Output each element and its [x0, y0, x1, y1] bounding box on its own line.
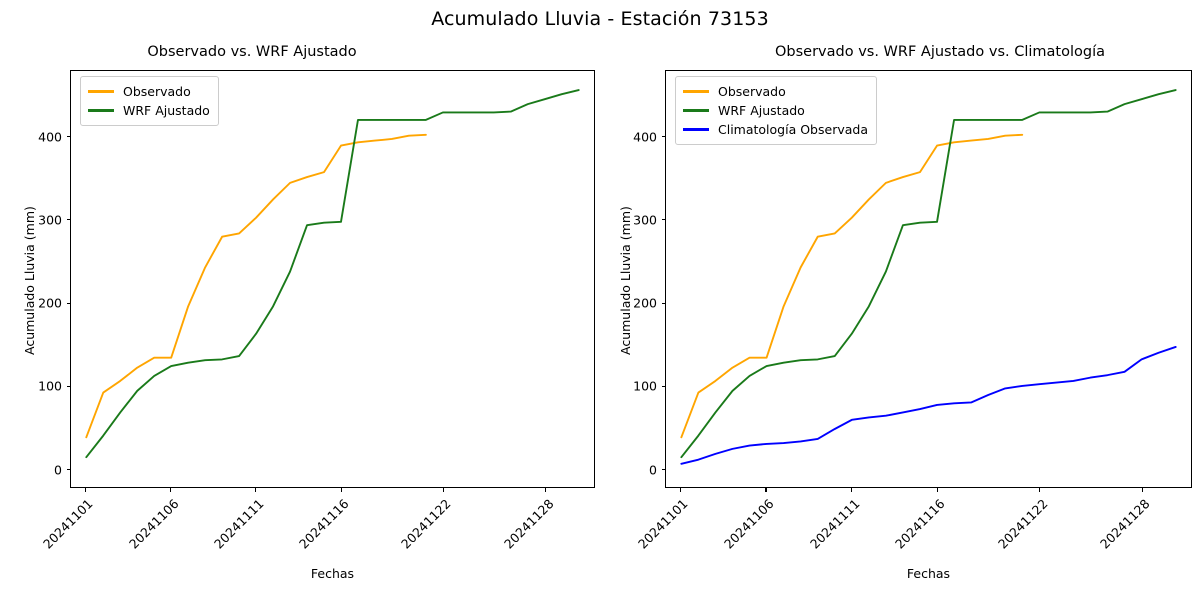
x-tickmark: [851, 488, 853, 492]
x-tickmark: [545, 488, 547, 492]
legend-swatch-wrf-ajustado: [683, 109, 709, 112]
legend-swatch-observado: [683, 90, 709, 93]
legend-label: Observado: [718, 84, 786, 99]
plot-lines-right: [680, 89, 1177, 465]
y-tickmark: [66, 469, 70, 471]
y-tickmark: [661, 385, 665, 387]
y-tick-label: 200: [38, 295, 62, 311]
x-tickmark: [84, 488, 86, 492]
y-tick-label: 100: [633, 378, 657, 394]
legend-label: WRF Ajustado: [718, 103, 805, 118]
series-line-wrf-ajustado: [680, 89, 1177, 459]
legend-entry: WRF Ajustado: [683, 101, 868, 120]
y-tick-label: 400: [38, 129, 62, 145]
legend-label: Climatología Observada: [718, 122, 868, 137]
subplot-right: Observado vs. WRF Ajustado vs. Climatolo…: [600, 0, 1200, 600]
y-tick-label: 0: [649, 462, 657, 478]
legend-entry: Observado: [88, 82, 210, 101]
x-tickmark: [255, 488, 257, 492]
legend-swatch-observado: [88, 90, 114, 93]
y-tickmark: [66, 302, 70, 304]
y-tick-label: 200: [633, 295, 657, 311]
legend-entry: WRF Ajustado: [88, 101, 210, 120]
x-tickmark: [340, 488, 342, 492]
subplot-left-title: Observado vs. WRF Ajustado: [147, 44, 357, 60]
subplot-left: Observado vs. WRF Ajustado Acumulado Llu…: [22, 44, 595, 581]
series-line-climatolog-a-observada: [680, 346, 1177, 465]
x-tickmark: [1039, 488, 1041, 492]
subplot-right-xlabel: Fechas: [906, 566, 951, 581]
legend-swatch-wrf-ajustado: [88, 109, 114, 112]
y-tick-label: 0: [54, 462, 62, 478]
figure-suptitle: Acumulado Lluvia - Estación 73153: [431, 8, 769, 30]
x-tickmark: [679, 488, 681, 492]
y-tickmark: [661, 469, 665, 471]
x-tickmark: [442, 488, 444, 492]
y-tickmark: [66, 136, 70, 138]
y-tickmark: [66, 219, 70, 221]
y-tickmark: [66, 385, 70, 387]
series-line-observado: [680, 133, 1024, 439]
series-line-observado: [85, 133, 427, 439]
legend-left: Observado WRF Ajustado: [80, 76, 219, 126]
subplot-left-ylabel: Acumulado Lluvia (mm): [22, 206, 37, 355]
y-tick-label: 300: [633, 212, 657, 228]
legend-right: Observado WRF Ajustado Climatología Observ…: [675, 76, 877, 145]
legend-entry: Observado: [683, 82, 868, 101]
x-tickmark: [1141, 488, 1143, 492]
y-tickmark: [661, 302, 665, 304]
subplot-left-xlabel: Fechas: [310, 566, 355, 581]
x-tickmark: [765, 488, 767, 492]
subplot-right-title: Observado vs. WRF Ajustado vs. Climatolo…: [775, 44, 1105, 60]
series-line-wrf-ajustado: [85, 89, 580, 459]
y-tick-label: 300: [38, 212, 62, 228]
legend-entry: Climatología Observada: [683, 120, 868, 139]
y-tickmark: [661, 219, 665, 221]
plot-area-left: [70, 70, 595, 488]
legend-label: Observado: [123, 84, 191, 99]
y-tickmark: [661, 136, 665, 138]
legend-swatch-climatolog-a-observada: [683, 128, 709, 131]
x-tickmark: [170, 488, 172, 492]
y-tick-label: 400: [633, 129, 657, 145]
subplot-right-ylabel: Acumulado Lluvia (mm): [618, 206, 633, 355]
legend-label: WRF Ajustado: [123, 103, 210, 118]
x-tickmark: [936, 488, 938, 492]
plot-lines-left: [85, 89, 580, 459]
y-tick-label: 100: [38, 378, 62, 394]
